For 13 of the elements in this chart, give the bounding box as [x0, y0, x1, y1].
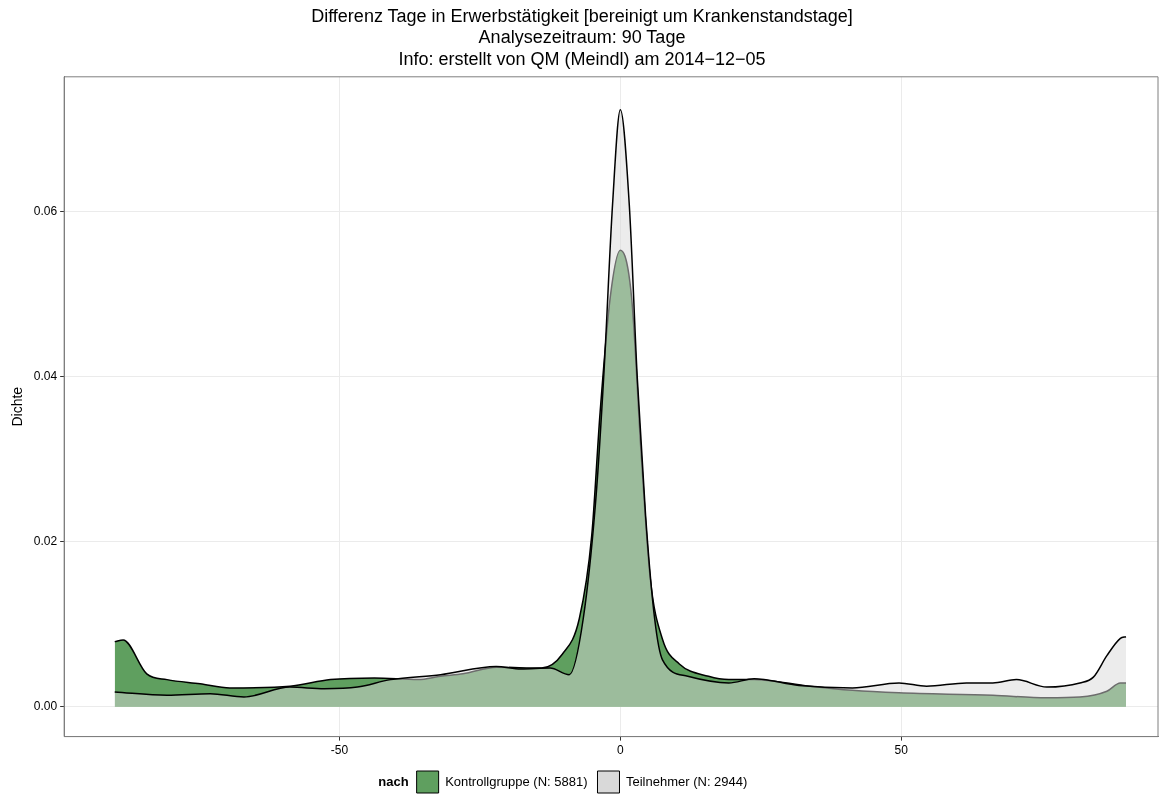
- y-tick-label: 0.00: [33, 699, 58, 714]
- chart-subtitle: Analysezeitraum: 90 Tage Info: erstellt von QM (Meindl) am 2014−12−05: [398, 27, 766, 69]
- chart-title: Differenz Tage in Erwerbstätigkeit [bereinigt um Krankenstandstage]: [311, 5, 853, 26]
- y-tick-label: 0.02: [33, 534, 58, 549]
- x-tick-label: 50: [894, 743, 909, 758]
- legend-title: nach: [378, 773, 409, 789]
- x-tick-label: 0: [617, 743, 624, 758]
- y-tick-label: 0.04: [33, 368, 58, 383]
- x-tick-label: -50: [330, 743, 349, 758]
- y-axis-title: Dichte: [9, 386, 26, 427]
- y-tick-label: 0.06: [33, 203, 58, 218]
- legend-label: Teilnehmer (N: 2944): [625, 773, 748, 789]
- legend-label: Kontrollgruppe (N: 5881): [445, 773, 588, 789]
